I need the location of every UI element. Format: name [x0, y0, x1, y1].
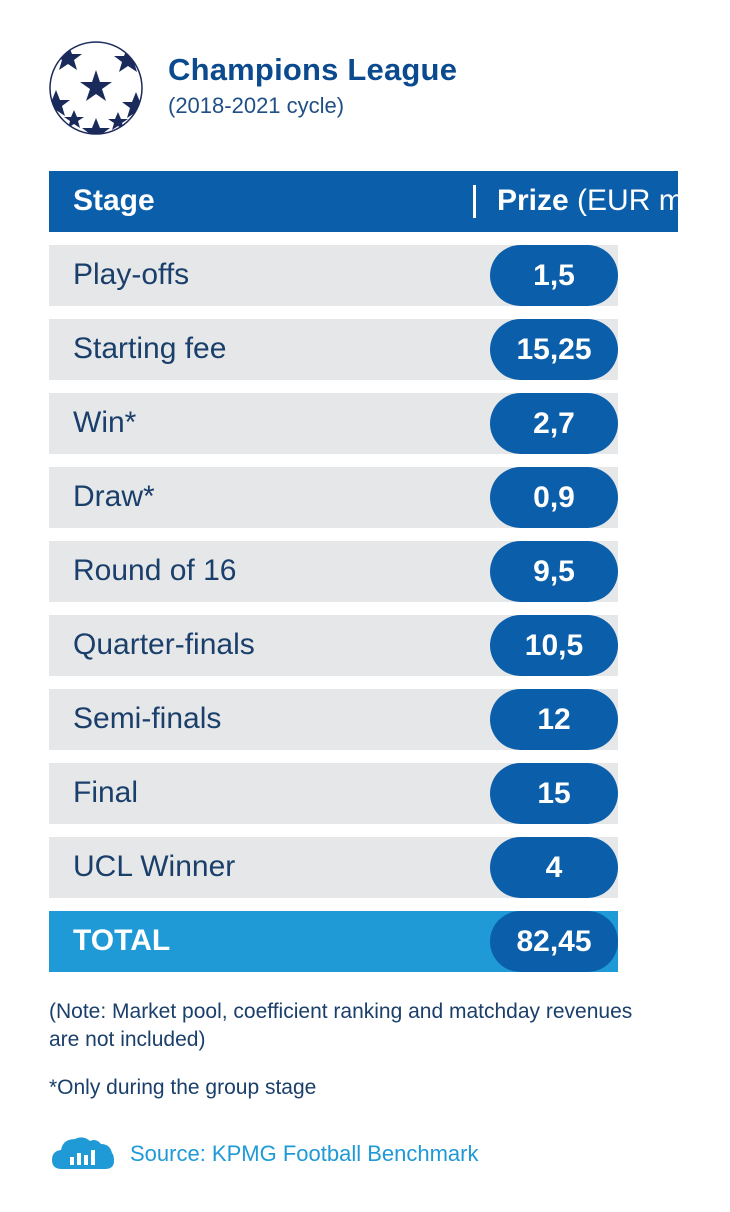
stage-label: Final — [73, 776, 139, 809]
column-header-prize: Prize (EUR m) — [497, 184, 694, 218]
table-row: Quarter-finals 10,5 — [49, 615, 678, 676]
prize-value: 2,7 — [490, 393, 618, 454]
source-text: Source: KPMG Football Benchmark — [130, 1141, 479, 1166]
footnote-text: *Only during the group stage — [49, 1076, 317, 1099]
starball-logo-icon — [49, 41, 143, 135]
page-subtitle: (2018-2021 cycle) — [168, 93, 345, 118]
table-row: Semi-finals 12 — [49, 689, 678, 750]
prize-value: 4 — [490, 837, 618, 898]
total-row: TOTAL 82,45 — [49, 911, 618, 972]
prize-value: 15 — [490, 763, 618, 824]
column-divider — [473, 185, 476, 218]
table-row: Win* 2,7 — [49, 393, 678, 454]
prize-value: 0,9 — [490, 467, 618, 528]
prize-value: 10,5 — [490, 615, 618, 676]
stage-label: UCL Winner — [73, 850, 236, 883]
table-row: UCL Winner 4 — [49, 837, 678, 898]
prize-table: Play-offs 1,5 Starting fee 15,25 Win* 2,… — [49, 245, 678, 911]
column-header-stage: Stage — [73, 184, 155, 217]
total-value: 82,45 — [490, 911, 618, 972]
stage-label: Round of 16 — [73, 554, 237, 587]
prize-value: 15,25 — [490, 319, 618, 380]
table-row: Round of 16 9,5 — [49, 541, 678, 602]
table-row: Final 15 — [49, 763, 678, 824]
table-row: Draw* 0,9 — [49, 467, 678, 528]
stage-label: Starting fee — [73, 332, 227, 365]
prize-value: 1,5 — [490, 245, 618, 306]
table-row: Play-offs 1,5 — [49, 245, 678, 306]
stage-label: Play-offs — [73, 258, 190, 291]
stage-label: Draw* — [73, 480, 155, 513]
cloud-bar-chart-icon — [52, 1137, 114, 1169]
note-text: (Note: Market pool, coefficient ranking … — [49, 1000, 633, 1051]
prize-value: 12 — [490, 689, 618, 750]
stage-label: Semi-finals — [73, 702, 222, 735]
table-row: Starting fee 15,25 — [49, 319, 678, 380]
table-header: Stage Prize (EUR m) — [49, 171, 694, 232]
page-title: Champions League — [168, 52, 458, 87]
prize-header-label: Prize — [497, 184, 569, 217]
stage-label: Win* — [73, 406, 137, 439]
prize-header-unit: (EUR m) — [568, 184, 694, 217]
prize-value: 9,5 — [490, 541, 618, 602]
total-label: TOTAL — [73, 924, 171, 957]
stage-label: Quarter-finals — [73, 628, 255, 661]
